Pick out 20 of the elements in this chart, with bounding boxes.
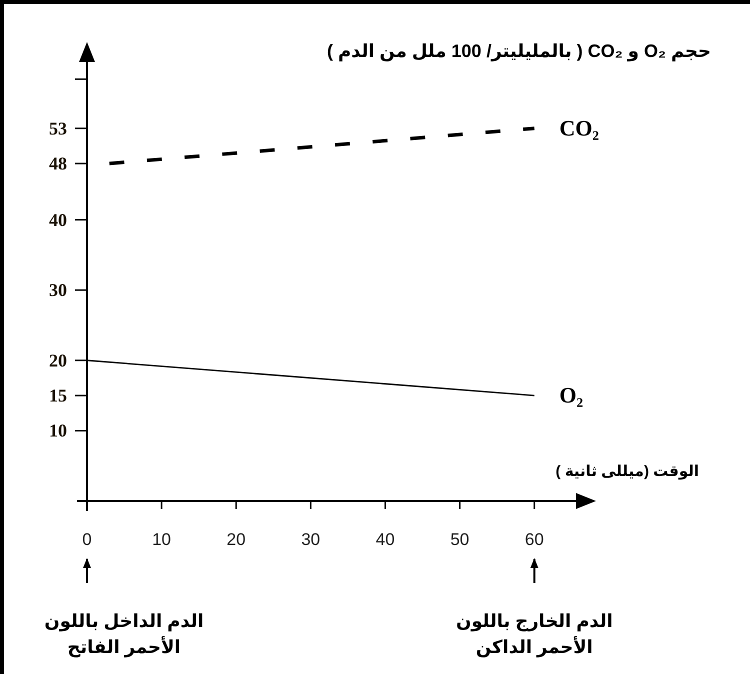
series-label: O₂ [559,382,584,408]
y-tick-label: 15 [49,386,67,406]
y-tick-label: 48 [49,154,67,174]
text: الدم الداخل باللون الأحمر الفاتح [44,611,204,658]
y-tick-label: 10 [49,420,67,441]
x-tick-label: 0 [82,530,92,549]
y-tick-label: 53 [49,118,67,138]
y-axis-title: حجم O₂ و CO₂ ( بالمليليتر/ 100 ملل من الدم ) [326,41,712,62]
x-tick-label: 20 [226,530,246,549]
text: الدم الخارج باللون الأحمر الداكن [456,611,613,658]
x-tick-label: 30 [301,530,320,549]
x-axis-title: الوقت (ميللى ثانية ) [556,463,699,480]
x-tick-label: 10 [152,530,172,549]
x-tick-label: 40 [376,530,395,549]
x-tick-label: 50 [450,530,470,549]
series-label: CO₂ [559,115,600,140]
x-tick-label: 60 [524,530,544,549]
y-tick-label: 30 [49,280,67,300]
y-tick-label: 20 [49,350,67,370]
y-tick-label: 40 [49,210,67,230]
